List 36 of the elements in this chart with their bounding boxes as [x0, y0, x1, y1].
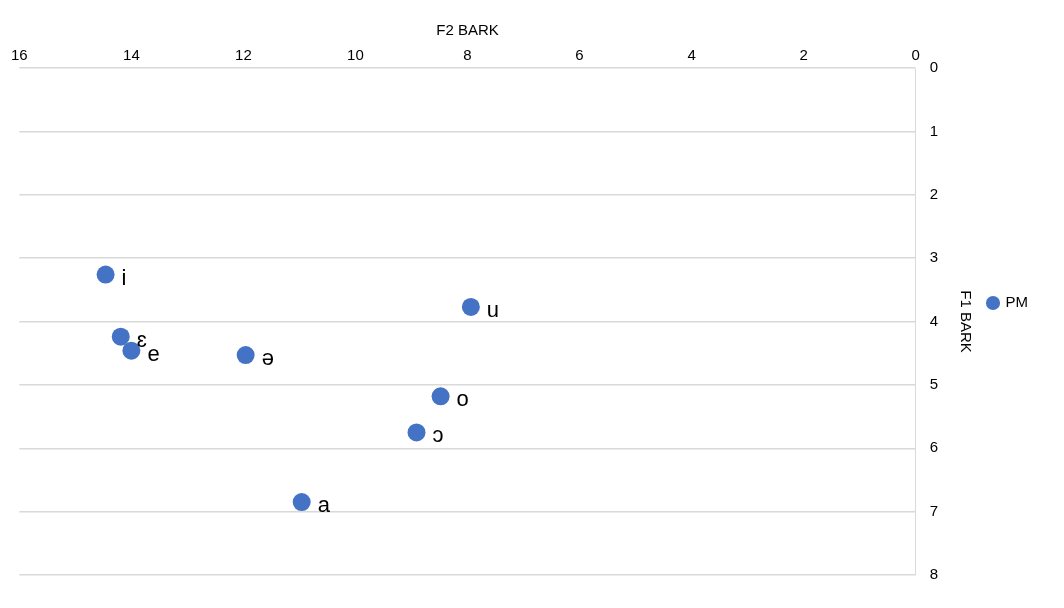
- y-tick-label: 8: [929, 565, 938, 583]
- x-tick-label: 6: [575, 46, 584, 64]
- x-tick-label: 14: [123, 46, 140, 64]
- annotation: o: [456, 386, 469, 412]
- x-axis-title: F2 BARK: [436, 21, 499, 39]
- y-tick-label: 6: [929, 438, 938, 456]
- point: [292, 493, 311, 512]
- x-tick-label: 12: [235, 46, 252, 64]
- annotation: ɔ: [432, 422, 444, 448]
- annotation: u: [486, 296, 500, 322]
- point: [111, 327, 130, 346]
- point: [407, 423, 426, 442]
- point: [431, 387, 450, 406]
- legend-label: PM: [1005, 293, 1028, 311]
- y-tick-label: 1: [929, 121, 938, 139]
- point: [461, 297, 480, 316]
- y-tick-label: 2: [929, 184, 938, 202]
- x-tick-label: 4: [687, 46, 696, 64]
- y-tick-label: 0: [929, 58, 938, 76]
- y-tick-label: 7: [929, 501, 938, 519]
- x-tick-label: 0: [911, 46, 920, 64]
- point: [236, 346, 255, 365]
- y-axis-title: F1 BARK: [957, 290, 975, 353]
- y-tick-label: 5: [929, 375, 938, 393]
- y-tick-label: 4: [929, 311, 938, 329]
- annotation: e: [147, 340, 160, 366]
- annotation: a: [317, 492, 331, 518]
- x-tick-label: 2: [799, 46, 808, 64]
- x-tick-label: 10: [347, 46, 364, 64]
- y-tick-label: 3: [929, 248, 938, 266]
- annotation: i: [121, 264, 127, 290]
- point: [96, 265, 115, 284]
- x-tick-label: 16: [11, 46, 28, 64]
- annotation: ə: [261, 345, 274, 371]
- annotation: ɛ: [136, 326, 147, 352]
- x-tick-label: 8: [463, 46, 472, 64]
